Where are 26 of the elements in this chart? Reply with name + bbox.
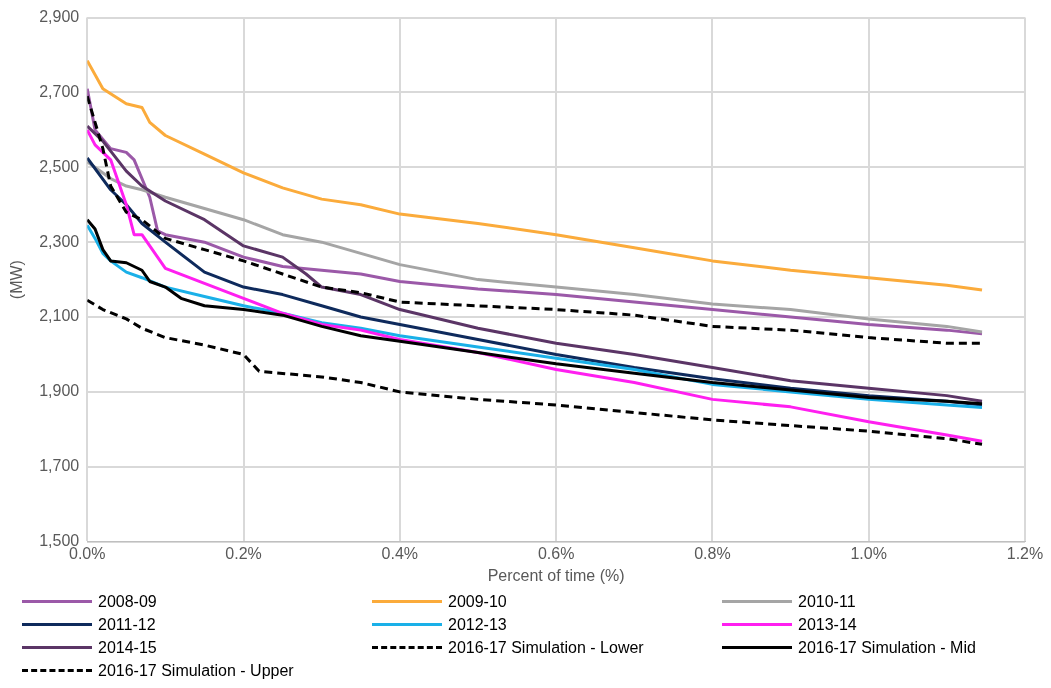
legend-label: 2008-09	[98, 592, 157, 611]
x-tick-label: 0.6%	[537, 544, 575, 562]
y-tick-label: 2,100	[39, 307, 80, 325]
legend-label: 2012-13	[448, 615, 507, 634]
legend-label: 2011-12	[98, 615, 156, 634]
line-series	[87, 298, 984, 446]
y-axis-title: (MW)	[8, 260, 26, 300]
x-axis-title: Percent of time (%)	[487, 566, 625, 584]
y-tick-label: 2,900	[39, 8, 80, 26]
legend-label: 2014-15	[98, 638, 157, 657]
legend-label: 2009-10	[448, 592, 507, 611]
x-tick-label: 0.4%	[381, 544, 419, 562]
legend-label: 2016-17 Simulation - Mid	[798, 638, 976, 657]
y-tick-label: 2,300	[39, 232, 80, 250]
legend-label: 2016-17 Simulation - Upper	[98, 661, 294, 680]
legend-label: 2016-17 Simulation - Lower	[448, 638, 644, 657]
x-tick-label: 0.2%	[225, 544, 262, 562]
legend-label: 2013-14	[798, 615, 857, 634]
y-tick-label: 2,500	[39, 157, 80, 175]
legend-label: 2010-11	[798, 592, 856, 611]
x-tick-label: 0.8%	[694, 544, 731, 562]
y-tick-label: 1,900	[39, 382, 80, 400]
x-tick-label: 1.2%	[1006, 544, 1044, 562]
y-tick-label: 2,700	[39, 82, 80, 100]
y-tick-label: 1,700	[39, 457, 80, 475]
x-tick-label: 1.0%	[850, 544, 887, 562]
